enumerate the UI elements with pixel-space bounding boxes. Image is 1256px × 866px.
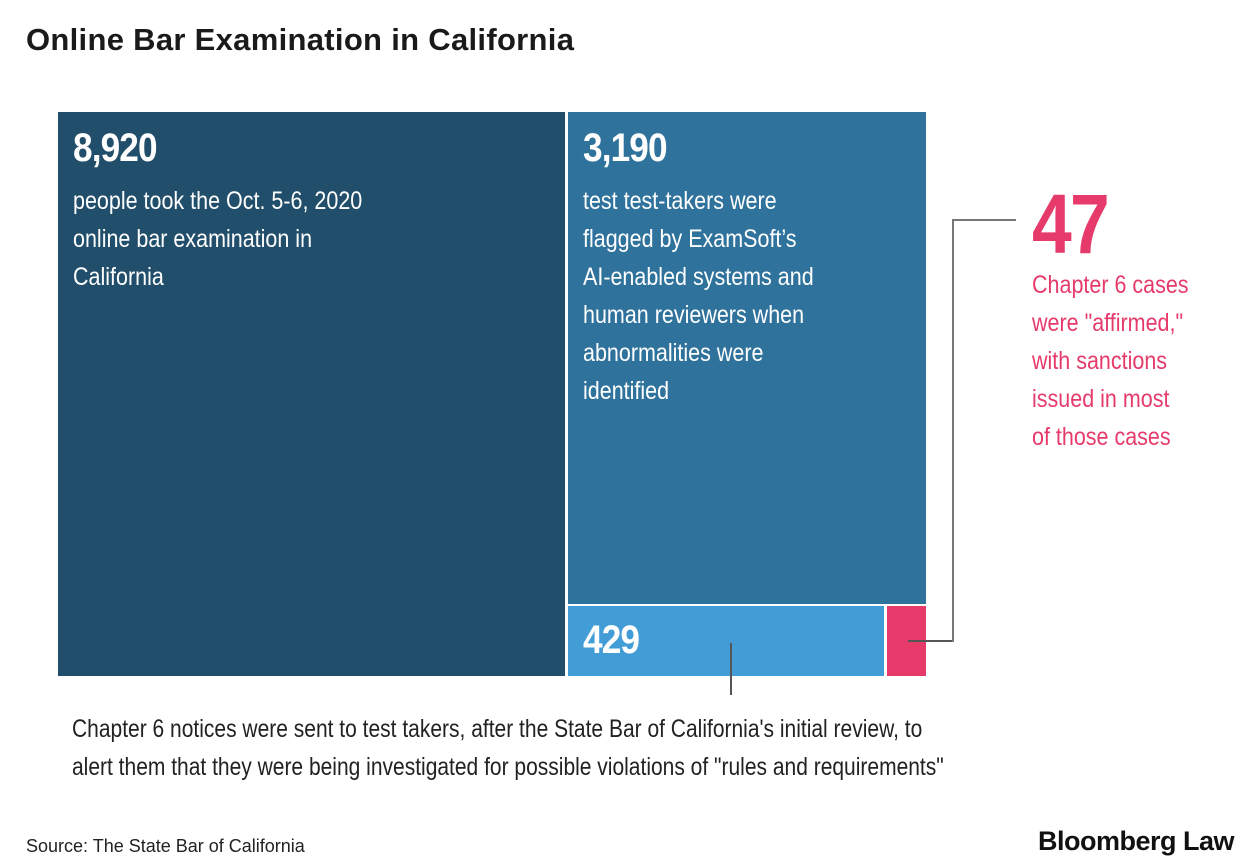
desc-line: online bar examination in bbox=[73, 225, 313, 253]
value-label: 8,920 bbox=[73, 126, 158, 170]
desc-line: of those cases bbox=[1032, 423, 1171, 451]
desc-line: were "affirmed," bbox=[1032, 309, 1184, 337]
affirmed-description: Chapter 6 cases were "affirmed," with sa… bbox=[1032, 266, 1189, 456]
description: test test-takers were flagged by ExamSof… bbox=[583, 182, 814, 410]
value-label: 3,190 bbox=[583, 126, 668, 170]
desc-line: test test-takers were bbox=[583, 187, 777, 215]
connector-line bbox=[908, 640, 954, 642]
affirmed-value: 47 bbox=[1032, 177, 1110, 271]
box-notices: 429 bbox=[568, 606, 884, 676]
connector-line bbox=[730, 643, 732, 695]
connector-line bbox=[952, 219, 1016, 221]
desc-line: flagged by ExamSoft’s bbox=[583, 225, 797, 253]
desc-line: identified bbox=[583, 377, 670, 405]
desc-line: issued in most bbox=[1032, 385, 1170, 413]
desc-line: human reviewers when bbox=[583, 301, 805, 329]
desc-line: people took the Oct. 5-6, 2020 bbox=[73, 187, 363, 215]
desc-line: Chapter 6 notices were sent to test take… bbox=[72, 715, 923, 743]
description: people took the Oct. 5-6, 2020 online ba… bbox=[73, 182, 362, 296]
desc-line: with sanctions bbox=[1032, 347, 1168, 375]
source-note: Source: The State Bar of California bbox=[26, 836, 305, 856]
brand-logo: Bloomberg Law bbox=[1037, 826, 1235, 856]
desc-line: alert them that they were being investig… bbox=[72, 753, 944, 781]
desc-line: California bbox=[73, 263, 164, 291]
connector-line bbox=[952, 219, 954, 642]
box-flagged: 3,190 test test-takers were flagged by E… bbox=[568, 112, 926, 604]
value-label: 429 bbox=[583, 618, 640, 662]
desc-line: AI-enabled systems and bbox=[583, 263, 814, 291]
desc-line: abnormalities were bbox=[583, 339, 764, 367]
chart-title: Online Bar Examination in California bbox=[26, 22, 575, 57]
desc-line: Chapter 6 cases bbox=[1032, 271, 1189, 299]
box-total-takers: 8,920 people took the Oct. 5-6, 2020 onl… bbox=[58, 112, 565, 676]
notices-description: Chapter 6 notices were sent to test take… bbox=[72, 710, 944, 786]
